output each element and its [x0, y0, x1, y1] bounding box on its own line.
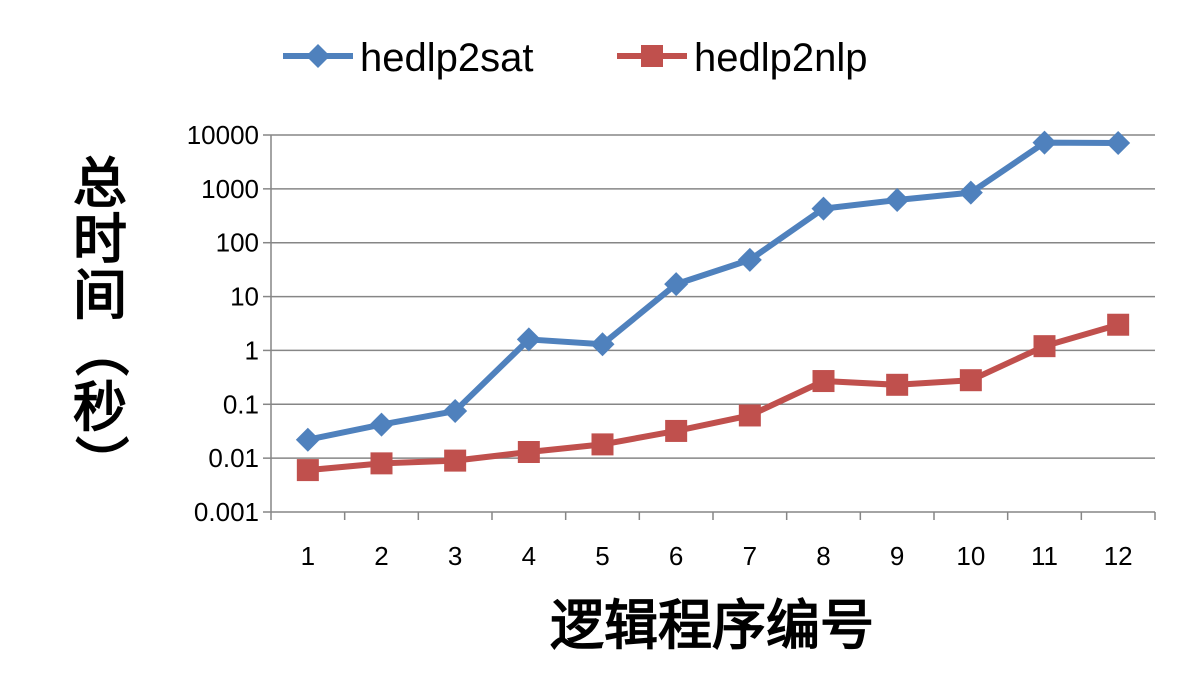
data-point — [295, 427, 320, 452]
legend-marker — [641, 45, 663, 67]
x-tick-label: 12 — [1104, 541, 1133, 571]
y-title-char: ） — [69, 435, 133, 489]
y-title-char: 间 — [73, 263, 127, 327]
y-tick-label: 0.1 — [223, 389, 259, 419]
y-tick-label: 1000 — [201, 174, 259, 204]
data-point — [1106, 131, 1131, 156]
data-point — [296, 459, 319, 482]
x-tick-label: 4 — [522, 541, 536, 571]
y-tick-label: 10000 — [187, 120, 259, 150]
data-point — [959, 369, 982, 392]
data-point — [444, 449, 467, 472]
x-tick-label: 5 — [595, 541, 609, 571]
legend: hedlp2sat hedlp2nlp — [283, 36, 868, 80]
y-title-char: 总 — [73, 151, 127, 215]
x-tick-label: 3 — [448, 541, 462, 571]
data-point — [812, 370, 835, 393]
data-point — [664, 272, 689, 297]
y-axis-title: 总时间（秒） — [69, 151, 133, 489]
y-title-char: 时 — [73, 207, 127, 271]
data-point — [886, 373, 909, 396]
y-title-char: 秒 — [73, 375, 127, 439]
grid-lines — [271, 134, 1155, 459]
data-point — [737, 247, 762, 272]
data-point — [1107, 313, 1130, 336]
x-tick-label: 2 — [374, 541, 388, 571]
y-tick-label: 0.001 — [194, 497, 259, 527]
x-axis-title: 逻辑程序编号 — [550, 593, 874, 657]
data-point — [665, 419, 688, 442]
data-point — [958, 180, 983, 205]
legend-label: hedlp2nlp — [694, 36, 868, 80]
x-tick-label: 11 — [1031, 541, 1058, 571]
y-tick-label: 1 — [245, 335, 259, 365]
x-tick-label: 7 — [743, 541, 757, 571]
y-title-char: （ — [69, 323, 133, 377]
series-hedlp2nlp — [296, 313, 1130, 482]
y-tick-label: 0.01 — [208, 443, 259, 473]
axes — [263, 134, 1156, 520]
data-point — [370, 452, 393, 475]
legend-entry: hedlp2nlp — [617, 36, 868, 80]
y-tick-labels: 0.001 0.01 0.1 1 10 100 1000 10000 — [187, 120, 259, 527]
legend-marker — [306, 44, 330, 68]
data-point — [1032, 130, 1057, 155]
data-point — [516, 327, 541, 352]
legend-entry: hedlp2sat — [283, 36, 533, 80]
x-tick-label: 8 — [816, 541, 830, 571]
data-point — [1033, 335, 1056, 358]
legend-label: hedlp2sat — [360, 36, 533, 80]
data-point — [885, 188, 910, 213]
series-hedlp2sat — [295, 130, 1131, 452]
y-tick-label: 100 — [216, 228, 259, 258]
data-point — [517, 441, 540, 464]
y-tick-label: 10 — [230, 282, 259, 312]
x-tick-label: 6 — [669, 541, 683, 571]
series-line — [307, 321, 1120, 474]
x-tick-label: 9 — [890, 541, 904, 571]
data-point — [590, 332, 615, 357]
data-point — [443, 399, 468, 424]
data-point — [738, 404, 761, 427]
data-point — [811, 196, 836, 221]
x-tick-label: 10 — [956, 541, 985, 571]
series-line — [307, 139, 1119, 443]
data-point — [591, 433, 614, 456]
x-tick-labels: 1 2 3 4 5 6 7 8 9 10 11 12 — [301, 541, 1133, 571]
data-point — [369, 412, 394, 437]
series-layer — [295, 130, 1131, 482]
x-tick-label: 1 — [301, 541, 315, 571]
